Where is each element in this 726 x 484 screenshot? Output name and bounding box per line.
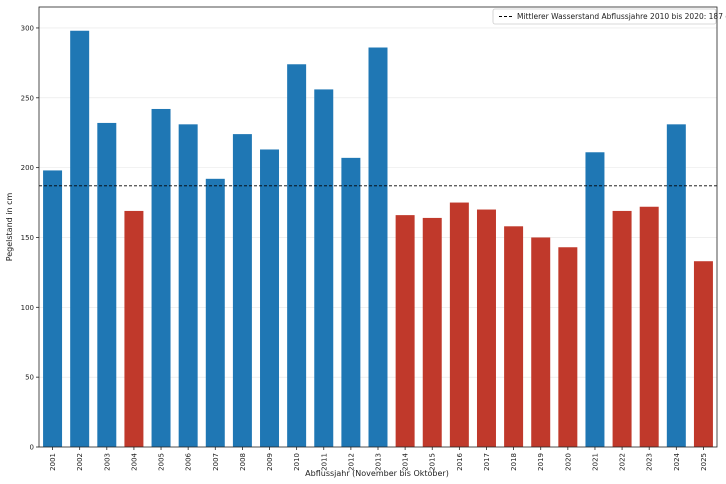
x-tick-label: 2011 <box>320 453 328 471</box>
x-tick-label: 2003 <box>103 453 111 471</box>
y-tick-label: 250 <box>21 94 34 102</box>
bar-2018 <box>504 226 524 447</box>
bar-2015 <box>422 217 442 447</box>
x-tick-label: 2025 <box>700 453 708 471</box>
x-tick-label: 2022 <box>619 453 627 471</box>
x-tick-label: 2017 <box>483 453 491 471</box>
y-tick-label: 300 <box>21 24 34 32</box>
bar-2010 <box>287 64 307 448</box>
legend-reference-label: Mittlerer Wasserstand Abflussjahre 2010 … <box>517 12 726 21</box>
x-tick-label: 2015 <box>429 453 437 471</box>
bar-2017 <box>476 209 496 447</box>
x-tick-label: 2013 <box>375 453 383 471</box>
bar-2021 <box>585 152 605 447</box>
x-tick-label: 2008 <box>239 453 247 471</box>
bar-2003 <box>97 122 117 447</box>
x-tick-label: 2014 <box>402 452 410 470</box>
legend-box <box>492 8 717 25</box>
bar-2005 <box>151 108 171 447</box>
x-tick-label: 2009 <box>266 453 274 471</box>
x-tick-label: 2007 <box>212 453 220 471</box>
bar-2007 <box>205 178 225 448</box>
x-axis-label: Abflussjahr (November bis Oktober) <box>305 469 449 478</box>
bar-2011 <box>314 89 334 448</box>
x-tick-label: 2018 <box>510 453 518 471</box>
x-tick-label: 2004 <box>130 452 138 470</box>
x-tick-label: 2020 <box>564 453 572 471</box>
bar-2022 <box>612 210 632 447</box>
bar-2012 <box>341 157 361 447</box>
bar-2014 <box>395 215 415 447</box>
bar-2001 <box>43 170 63 447</box>
y-tick-label: 100 <box>21 304 34 312</box>
x-tick-label: 2002 <box>76 453 84 471</box>
bar-2004 <box>124 210 144 447</box>
bar-2006 <box>178 124 198 447</box>
x-tick-label: 2006 <box>185 452 193 470</box>
bar-2024 <box>666 124 686 447</box>
x-tick-label: 2010 <box>293 453 301 471</box>
x-tick-label: 2024 <box>673 452 681 470</box>
y-tick-label: 0 <box>30 444 34 452</box>
bar-2019 <box>531 237 551 447</box>
bar-2020 <box>558 247 578 447</box>
y-tick-label: 150 <box>21 234 34 242</box>
x-tick-label: 2019 <box>537 453 545 471</box>
bar-2009 <box>260 149 280 447</box>
bar-2002 <box>70 30 90 447</box>
x-tick-label: 2005 <box>158 453 166 471</box>
bar-2013 <box>368 47 388 448</box>
legend: Mittlerer Wasserstand Abflussjahre 2010 … <box>492 8 726 25</box>
y-tick-label: 200 <box>21 164 34 172</box>
x-tick-label: 2012 <box>347 453 355 471</box>
x-tick-label: 2021 <box>591 453 599 471</box>
y-axis-label: Pegelstand in cm <box>5 192 14 261</box>
x-tick-label: 2023 <box>646 453 654 471</box>
x-tick-label: 2016 <box>456 452 464 470</box>
bar-2016 <box>449 202 469 447</box>
bar-2023 <box>639 206 659 447</box>
x-tick-label: 2001 <box>49 453 57 471</box>
y-tick-label: 50 <box>25 374 34 382</box>
bar-2025 <box>693 261 713 447</box>
bar-2008 <box>232 134 252 447</box>
